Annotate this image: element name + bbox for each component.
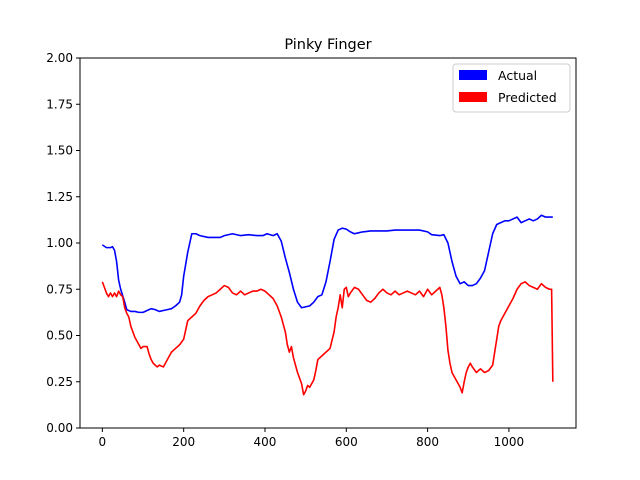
series-line-actual [101, 214, 553, 314]
x-tick-label: 1000 [494, 435, 525, 449]
y-tick-label: 0.00 [46, 421, 73, 435]
y-tick-label: 0.50 [46, 329, 73, 343]
x-axis: 0 200 400 600 800 1000 [99, 428, 525, 449]
x-tick-label: 400 [254, 435, 277, 449]
series-line-predicted [101, 281, 554, 396]
y-tick-label: 1.75 [46, 97, 73, 111]
x-tick-label: 200 [172, 435, 195, 449]
x-tick-label: 800 [416, 435, 439, 449]
y-tick-label: 1.50 [46, 144, 73, 158]
x-tick-label: 0 [99, 435, 107, 449]
y-tick-label: 1.00 [46, 236, 73, 250]
plot-series [101, 214, 554, 396]
x-tick-label: 600 [335, 435, 358, 449]
chart-title: Pinky Finger [284, 37, 371, 53]
legend-label-actual: Actual [498, 68, 537, 83]
legend-swatch-actual [459, 70, 487, 80]
legend-swatch-predicted [459, 92, 487, 102]
y-tick-label: 0.75 [46, 282, 73, 296]
y-tick-label: 1.25 [46, 190, 73, 204]
y-tick-label: 0.25 [46, 375, 73, 389]
plot-frame [79, 57, 577, 429]
legend: Actual Predicted [452, 63, 571, 113]
y-axis: 0.00 0.25 0.50 0.75 1.00 1.25 1.50 1.75 2.00 [46, 51, 80, 435]
legend-label-predicted: Predicted [498, 90, 557, 105]
y-tick-label: 2.00 [46, 51, 73, 65]
